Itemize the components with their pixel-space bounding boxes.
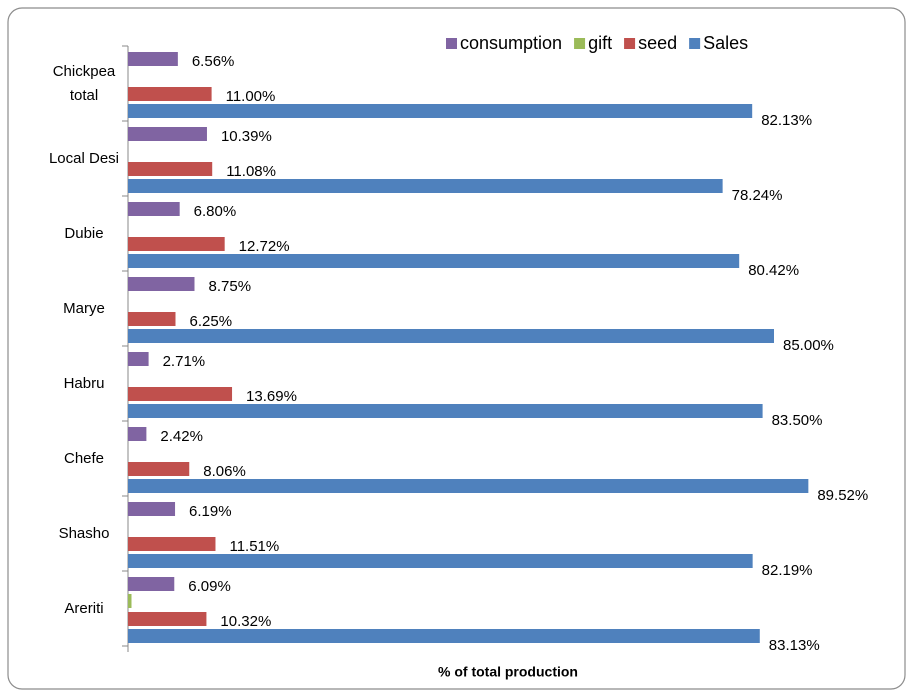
data-label: 78.24% bbox=[732, 187, 783, 204]
data-label: 6.19% bbox=[189, 503, 232, 520]
y-tick-label: Chefe bbox=[63, 449, 105, 467]
legend-label: seed bbox=[638, 33, 677, 53]
legend-swatch bbox=[689, 38, 701, 49]
bar bbox=[128, 427, 147, 441]
category-label-box: Habru bbox=[63, 374, 105, 392]
bar bbox=[128, 577, 175, 591]
category-label-box: Areriti bbox=[64, 599, 104, 617]
bar bbox=[128, 629, 760, 643]
bar bbox=[128, 179, 723, 193]
y-tick-label: Shasho bbox=[58, 524, 110, 542]
bar bbox=[128, 404, 763, 418]
bar bbox=[128, 237, 225, 251]
legend-swatch bbox=[446, 38, 457, 49]
data-label: 82.19% bbox=[762, 562, 813, 579]
bar bbox=[128, 554, 753, 568]
data-label: 10.39% bbox=[221, 128, 272, 145]
data-label: 2.71% bbox=[163, 353, 206, 370]
y-tick-label: Habru bbox=[63, 374, 105, 392]
data-label: 2.42% bbox=[160, 428, 203, 445]
data-label: 11.00% bbox=[226, 88, 276, 105]
bar bbox=[128, 87, 212, 101]
category-label-box: Dubie bbox=[64, 224, 104, 242]
bar bbox=[128, 479, 809, 493]
data-label: 6.25% bbox=[190, 313, 233, 330]
legend-swatch bbox=[574, 38, 586, 49]
data-label: 6.56% bbox=[192, 53, 235, 70]
bar bbox=[128, 254, 740, 268]
data-label: 83.50% bbox=[772, 412, 823, 429]
y-tick-label: Local Desi bbox=[48, 149, 120, 167]
x-axis-title: % of total production bbox=[438, 664, 578, 680]
bar bbox=[128, 502, 176, 516]
data-label: 89.52% bbox=[817, 487, 868, 504]
category-label-box: Chefe bbox=[63, 449, 105, 467]
bar bbox=[128, 462, 190, 476]
y-tick-label: Marye bbox=[63, 299, 105, 317]
data-label: 10.32% bbox=[220, 613, 271, 630]
bar bbox=[128, 104, 753, 118]
bar bbox=[128, 329, 774, 343]
bar bbox=[128, 127, 207, 141]
bar bbox=[128, 312, 176, 326]
data-label: 85.00% bbox=[783, 337, 834, 354]
legend-label: Sales bbox=[703, 33, 748, 53]
y-tick-label: Areriti bbox=[64, 599, 104, 617]
data-label: 11.51% bbox=[229, 538, 279, 555]
data-label: 6.80% bbox=[194, 203, 237, 220]
bar bbox=[128, 594, 132, 608]
bar bbox=[128, 352, 149, 366]
data-label: 80.42% bbox=[748, 262, 799, 279]
legend-swatch bbox=[624, 38, 636, 49]
bar bbox=[128, 277, 195, 291]
data-label: 83.13% bbox=[769, 637, 820, 654]
bar bbox=[128, 612, 207, 626]
data-label: 13.69% bbox=[246, 388, 297, 405]
y-tick-label: Dubie bbox=[64, 224, 104, 242]
legend-label: gift bbox=[588, 33, 612, 53]
data-label: 8.06% bbox=[203, 463, 246, 480]
category-label-box: Chickpea total bbox=[52, 62, 116, 104]
data-label: 8.75% bbox=[209, 278, 252, 295]
data-label: 12.72% bbox=[239, 238, 290, 255]
y-tick-label: Chickpea total bbox=[52, 62, 116, 104]
bar bbox=[128, 162, 213, 176]
bar bbox=[128, 52, 178, 66]
data-label: 11.08% bbox=[226, 163, 276, 180]
category-label-box: Local Desi bbox=[48, 149, 120, 167]
category-label-box: Marye bbox=[63, 299, 105, 317]
legend-label: consumption bbox=[460, 33, 562, 53]
data-label: 82.13% bbox=[761, 112, 812, 129]
category-label-box: Shasho bbox=[58, 524, 110, 542]
data-label: 6.09% bbox=[188, 578, 231, 595]
bar bbox=[128, 537, 216, 551]
bar bbox=[128, 387, 233, 401]
chart-frame bbox=[7, 7, 906, 690]
bar bbox=[128, 202, 180, 216]
